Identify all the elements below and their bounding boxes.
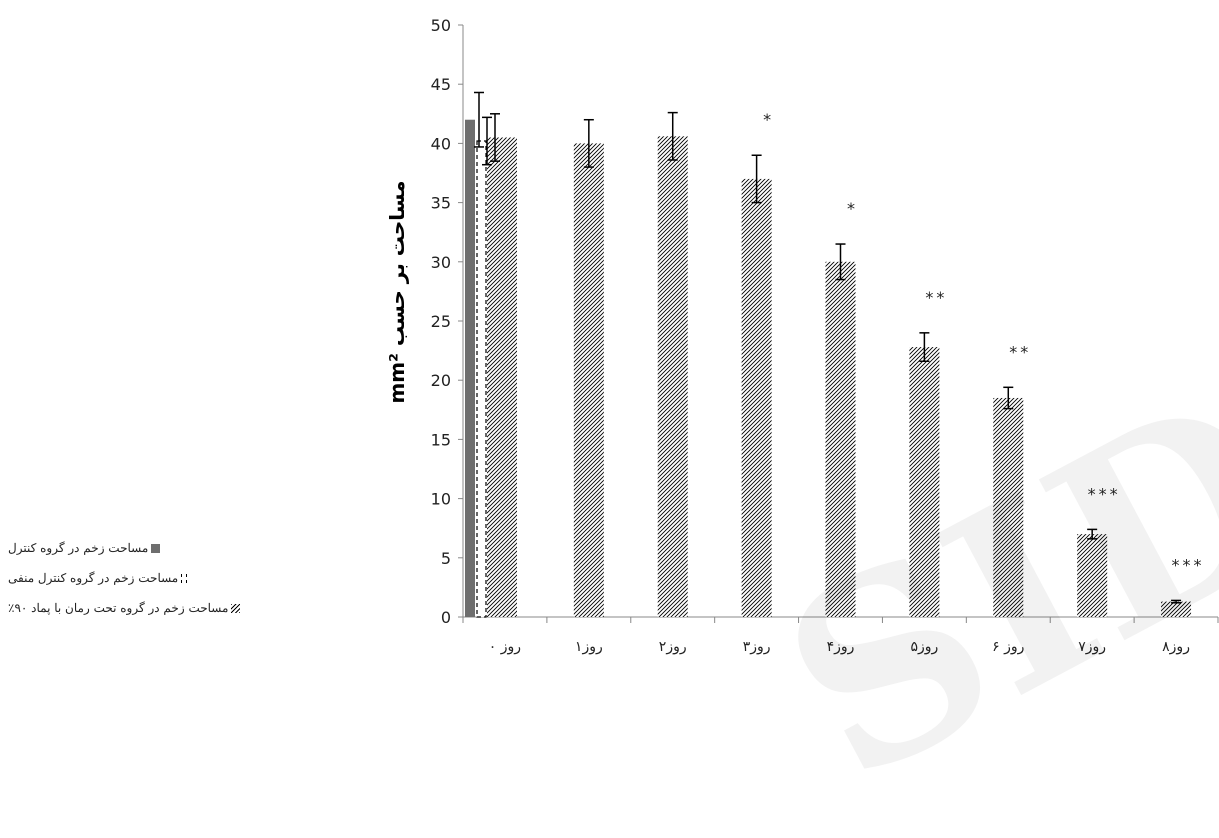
legend-swatch-hatched [231, 604, 241, 613]
x-tick-label: روز۱ [575, 639, 603, 655]
significance-label: ** [1009, 342, 1031, 361]
legend-negative: مساحت زخم در گروه کنترل منفی [8, 568, 188, 588]
x-tick-label: روز۸ [1162, 639, 1190, 655]
bar-treated [909, 347, 940, 617]
significance-label: *** [1088, 484, 1121, 503]
bar-treated [487, 137, 517, 618]
significance-label: *** [1172, 555, 1205, 574]
legend-swatch-dashed [181, 574, 188, 583]
x-tick-label: روز۴ [827, 639, 855, 655]
legend-swatch-solid [151, 544, 161, 553]
bar-treated [657, 136, 688, 617]
y-axis-unit: mm² [385, 353, 409, 403]
x-tick-label: روز ۰ [489, 639, 521, 655]
legend-label-negative: مساحت زخم در گروه کنترل منفی [8, 571, 179, 585]
y-tick-label: 15 [431, 430, 451, 449]
bar-treated [1077, 534, 1108, 617]
y-axis-label: mm² مساحت بر حسب [385, 180, 409, 403]
y-tick-label: 50 [431, 16, 451, 35]
y-tick-label: 35 [431, 194, 451, 213]
y-tick-label: 5 [441, 549, 451, 568]
x-tick-label: روز۲ [659, 639, 687, 655]
legend-treated: مساحت زخم در گروه تحت رمان با پماد ۹۰٪ [8, 598, 241, 618]
bar-negative-control [476, 140, 487, 618]
chart-root: mm² مساحت بر حسب 0 5 10 15 20 25 30 35 40 45 50 روز… [385, 16, 1219, 655]
x-tick-label: روز۳ [743, 639, 771, 655]
x-tick-label: روز۵ [910, 639, 938, 655]
bar-treated [741, 178, 772, 618]
legend-label-control: مساحت زخم در گروه کنترل [8, 541, 149, 555]
bar-treated [993, 397, 1024, 617]
bar-treated [825, 261, 856, 617]
y-axis-title: مساحت بر حسب [385, 180, 409, 346]
y-tick-label: 0 [441, 608, 451, 627]
bar-treated [573, 143, 604, 617]
legend-label-treated: مساحت زخم در گروه تحت رمان با پماد ۹۰٪ [8, 601, 229, 615]
x-tick-label: روز ۶ [992, 639, 1024, 655]
chart-svg: mm² مساحت بر حسب 0 5 10 15 20 25 30 35 40 45 50 روز… [385, 16, 1219, 655]
significance-label: * [763, 110, 774, 129]
x-tick-label: روز۷ [1078, 639, 1106, 655]
bar-treated [1161, 601, 1192, 617]
y-tick-label: 45 [431, 75, 451, 94]
significance-label: ** [925, 288, 947, 307]
y-tick-label: 30 [431, 253, 451, 272]
y-tick-label: 10 [431, 490, 451, 509]
y-tick-label: 25 [431, 312, 451, 331]
y-tick-label: 20 [431, 371, 451, 390]
bar-control [465, 119, 475, 617]
legend-control: مساحت زخم در گروه کنترل [8, 538, 161, 558]
y-tick-label: 40 [431, 134, 451, 153]
significance-label: * [847, 199, 858, 218]
